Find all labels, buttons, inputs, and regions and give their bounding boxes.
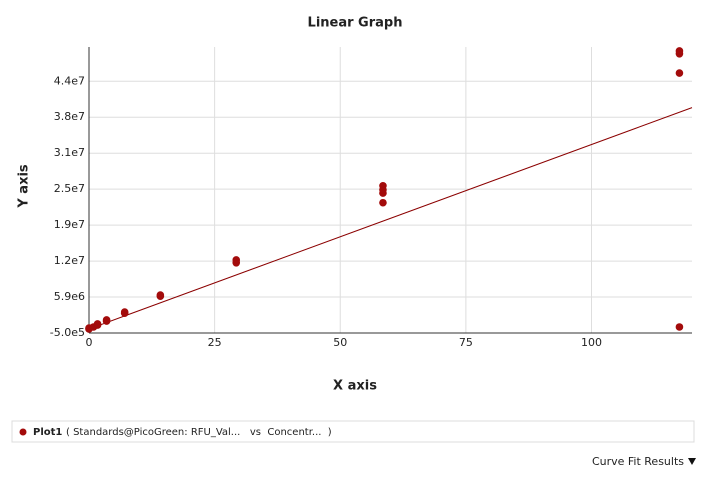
x-tick-label: 25 <box>208 336 222 349</box>
data-point <box>675 323 684 331</box>
x-tick-label: 0 <box>86 336 93 349</box>
data-point <box>232 256 241 264</box>
y-tick-label: 1.9e7 <box>54 218 85 231</box>
data-point <box>675 47 684 55</box>
legend-marker <box>19 428 27 436</box>
y-axis-label: Y axis <box>17 164 32 209</box>
legend-box <box>11 420 695 443</box>
data-point <box>156 291 165 299</box>
data-point <box>120 308 129 316</box>
y-tick-label: -5.0e5 <box>50 326 85 339</box>
curve-fit-link[interactable]: Curve Fit Results <box>592 455 684 468</box>
y-tick-label: 5.9e6 <box>54 290 85 303</box>
x-tick-label: 50 <box>333 336 347 349</box>
y-tick-label: 4.4e7 <box>54 74 85 87</box>
x-tick-label: 100 <box>581 336 602 349</box>
data-point <box>675 69 684 77</box>
y-tick-label: 1.2e7 <box>54 254 85 267</box>
legend-description: ( Standards@PicoGreen: RFU_Val... vs Con… <box>66 427 332 438</box>
data-point <box>102 316 111 324</box>
y-tick-label: 2.5e7 <box>54 182 85 195</box>
x-axis-label: X axis <box>333 379 377 394</box>
chart-title: Linear Graph <box>308 16 403 31</box>
legend-name: Plot1 <box>33 427 62 438</box>
y-tick-label: 3.8e7 <box>54 110 85 123</box>
data-point <box>93 320 102 328</box>
data-point <box>379 181 387 190</box>
x-tick-label: 75 <box>459 336 473 349</box>
dropdown-arrow[interactable] <box>688 458 696 465</box>
y-tick-label: 3.1e7 <box>54 146 85 159</box>
trend-line <box>88 107 693 330</box>
data-point <box>379 198 387 207</box>
